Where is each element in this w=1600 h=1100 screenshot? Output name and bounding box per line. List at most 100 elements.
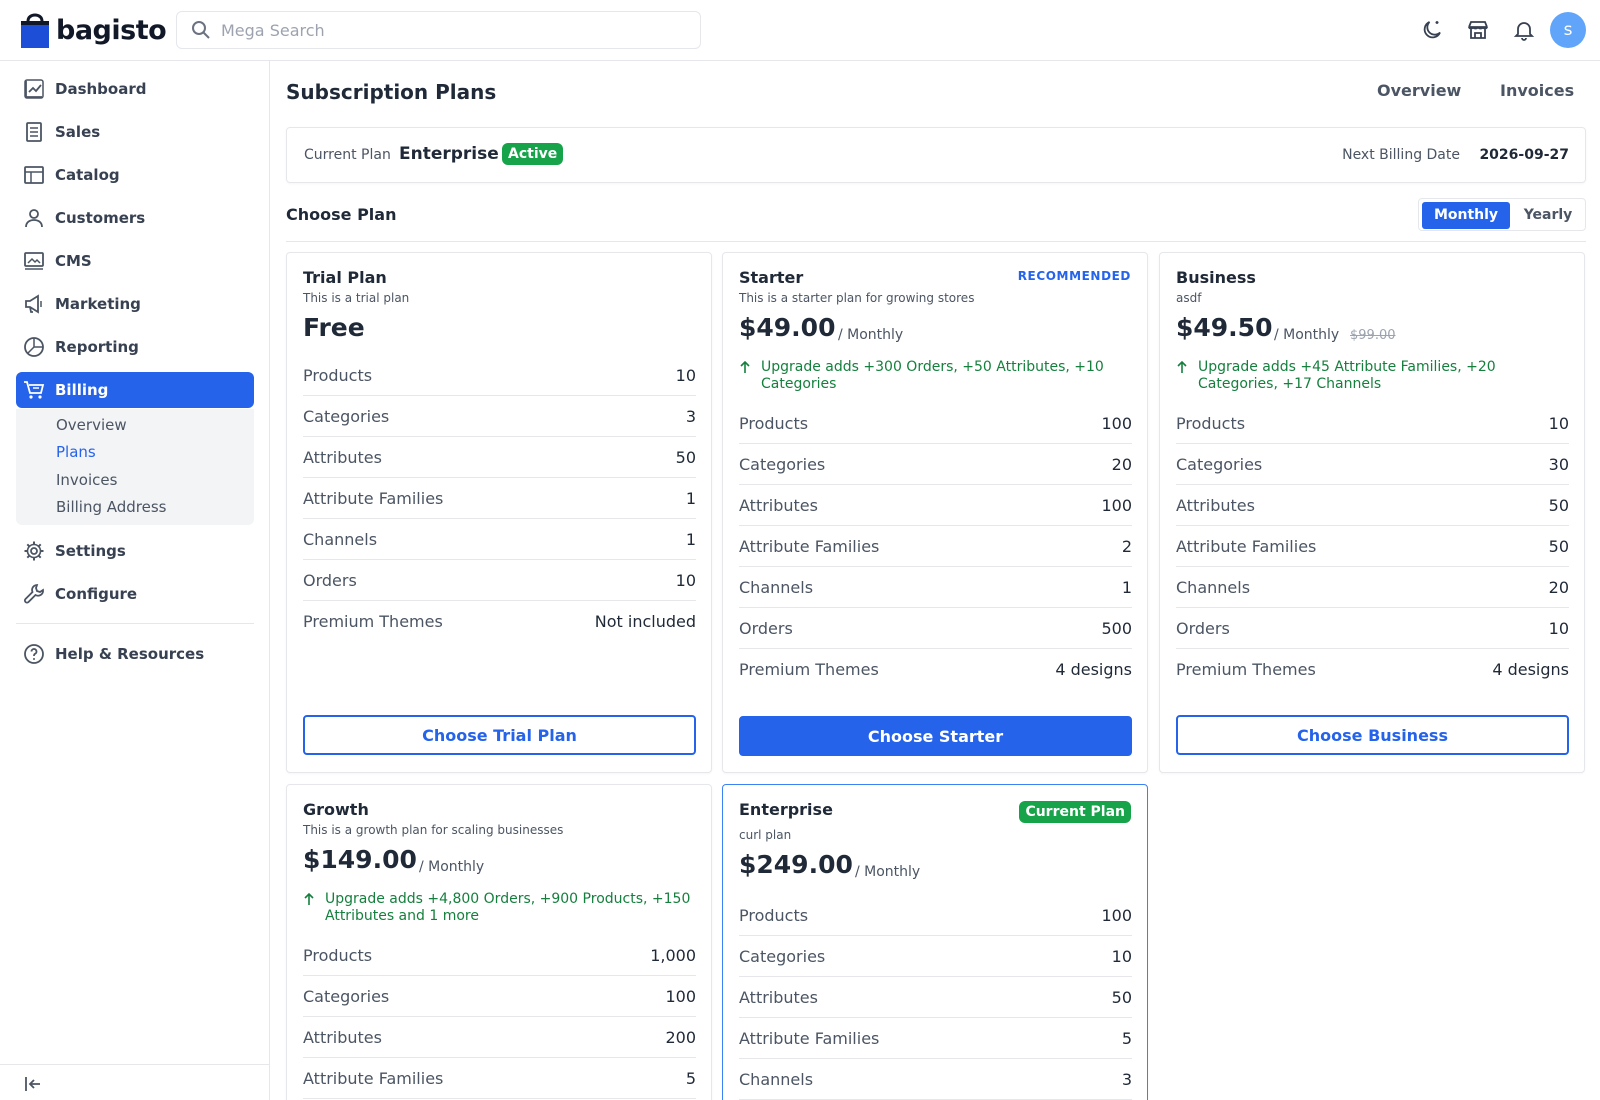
plan-card-starter: Starter RECOMMENDED This is a starter pl…: [722, 252, 1148, 773]
sidebar-item-catalog[interactable]: Catalog: [16, 157, 254, 193]
feature-row: Orders 500: [739, 608, 1132, 649]
megaphone-icon: [25, 294, 42, 314]
invoices-link[interactable]: Invoices: [1500, 81, 1575, 100]
cart-icon: [24, 381, 45, 399]
sidebar-item-configure[interactable]: Configure: [16, 576, 254, 612]
search-icon: [192, 21, 210, 39]
plan-name: Business: [1176, 268, 1256, 287]
feature-row: Channels 1: [303, 519, 696, 560]
submenu-billing-address[interactable]: Billing Address: [56, 498, 167, 516]
feature-row: Categories 20: [739, 444, 1132, 485]
plan-card-business: Business asdf $49.50 / Monthly $99.00 Up…: [1159, 252, 1585, 773]
sidebar-item-reporting[interactable]: Reporting: [16, 329, 254, 365]
feature-row: Attribute Families 5: [739, 1018, 1132, 1059]
next-billing-label: Next Billing Date: [1342, 147, 1460, 163]
feature-row: Attributes 200: [303, 1017, 696, 1058]
submenu-plans[interactable]: Plans: [56, 443, 96, 461]
feature-row: Channels 1: [739, 567, 1132, 608]
sidebar-item-billing[interactable]: Billing: [16, 372, 254, 408]
sidebar-footer-divider: [0, 1064, 270, 1065]
billing-submenu: Overview Plans Invoices Billing Address: [16, 409, 254, 525]
feature-row: Attributes 50: [1176, 485, 1569, 526]
feature-row: Attribute Families 2: [739, 526, 1132, 567]
collapse-sidebar-icon[interactable]: [22, 1073, 46, 1097]
plan-price: $49.50: [1176, 313, 1273, 342]
choose-business-button[interactable]: Choose Business: [1176, 715, 1569, 755]
plan-name: Starter: [739, 268, 804, 287]
plan-period: / Monthly: [1274, 327, 1340, 343]
plan-description: This is a growth plan for scaling busine…: [303, 823, 564, 837]
feature-row: Attributes 50: [739, 977, 1132, 1018]
arrow-up-icon: [740, 360, 750, 373]
gear-icon: [24, 541, 44, 561]
overview-link[interactable]: Overview: [1377, 81, 1462, 100]
sidebar-item-help[interactable]: Help & Resources: [16, 636, 254, 672]
original-price: $99.00: [1350, 328, 1396, 343]
feature-row: Categories 3: [303, 396, 696, 437]
feature-row: Premium Themes 4 designs: [739, 660, 1132, 679]
feature-row: Channels 20: [1176, 567, 1569, 608]
plan-name: Trial Plan: [303, 268, 387, 287]
search-input[interactable]: [221, 20, 681, 40]
plan-description: curl plan: [739, 828, 792, 842]
help-icon: [24, 644, 44, 664]
mega-search[interactable]: [176, 11, 701, 49]
choose-plan-title: Choose Plan: [286, 205, 397, 224]
arrow-up-icon: [1177, 360, 1187, 373]
feature-row: Attributes 100: [739, 485, 1132, 526]
bell-icon[interactable]: [1510, 16, 1538, 44]
submenu-overview[interactable]: Overview: [56, 416, 127, 434]
sidebar-item-dashboard[interactable]: Dashboard: [16, 71, 254, 107]
plan-name: Growth: [303, 800, 369, 819]
customers-icon: [25, 209, 43, 228]
plan-description: asdf: [1176, 291, 1202, 305]
sidebar-item-customers[interactable]: Customers: [16, 200, 254, 236]
feature-row: Attribute Families 50: [1176, 526, 1569, 567]
user-avatar[interactable]: s: [1550, 12, 1586, 48]
plan-period: / Monthly: [419, 859, 485, 875]
plan-price: Free: [303, 313, 365, 342]
choose-trial-plan-button[interactable]: Choose Trial Plan: [303, 715, 696, 755]
bagisto-logo[interactable]: bagisto: [20, 10, 167, 50]
monthly-toggle-button[interactable]: Monthly: [1422, 202, 1510, 229]
submenu-invoices[interactable]: Invoices: [56, 471, 118, 489]
yearly-toggle-button[interactable]: Yearly: [1523, 207, 1573, 223]
sidebar-item-sales[interactable]: Sales: [16, 114, 254, 150]
feature-row: Premium Themes 4 designs: [1176, 660, 1569, 679]
billing-period-toggle: Monthly Yearly: [1418, 198, 1586, 231]
current-plan-label: Current Plan: [304, 147, 391, 163]
sidebar-item-cms[interactable]: CMS: [16, 243, 254, 279]
current-plan-name: Enterprise: [399, 144, 499, 164]
plan-price: $149.00: [303, 845, 417, 874]
wrench-icon: [24, 584, 44, 604]
plan-period: / Monthly: [855, 864, 921, 880]
top-header: bagisto s: [0, 0, 1600, 61]
shopping-bag-icon: [21, 13, 49, 48]
pie-chart-icon: [24, 337, 44, 357]
status-badge: Active: [502, 143, 564, 165]
feature-row: Products 100: [739, 895, 1132, 936]
feature-row: Categories 100: [303, 976, 696, 1017]
feature-row: Products 1,000: [303, 935, 696, 976]
plan-card-enterprise: Enterprise Current Plan curl plan $249.0…: [722, 784, 1148, 1100]
current-plan-box: Current Plan Enterprise Active Next Bill…: [286, 127, 1586, 183]
choose-starter-button[interactable]: Choose Starter: [739, 716, 1132, 756]
plan-description: This is a trial plan: [303, 291, 410, 305]
upgrade-note: Upgrade adds +4,800 Orders, +900 Product…: [303, 891, 693, 925]
recommended-badge: RECOMMENDED: [1017, 269, 1131, 283]
catalog-icon: [24, 166, 44, 184]
feature-row: Categories 30: [1176, 444, 1569, 485]
feature-row: Attribute Families 5: [303, 1058, 696, 1099]
store-icon[interactable]: [1464, 16, 1492, 44]
plan-name: Enterprise: [739, 800, 833, 819]
page-title: Subscription Plans: [286, 80, 497, 104]
feature-row: Attributes 50: [303, 437, 696, 478]
upgrade-note: Upgrade adds +45 Attribute Families, +20…: [1176, 359, 1566, 393]
sidebar-item-marketing[interactable]: Marketing: [16, 286, 254, 322]
moon-icon[interactable]: [1418, 16, 1446, 44]
sidebar-item-settings[interactable]: Settings: [16, 533, 254, 569]
arrow-up-icon: [304, 892, 314, 905]
feature-row: Channels 3: [739, 1059, 1132, 1100]
plan-card-growth: Growth This is a growth plan for scaling…: [286, 784, 712, 1100]
sales-icon: [26, 122, 42, 142]
